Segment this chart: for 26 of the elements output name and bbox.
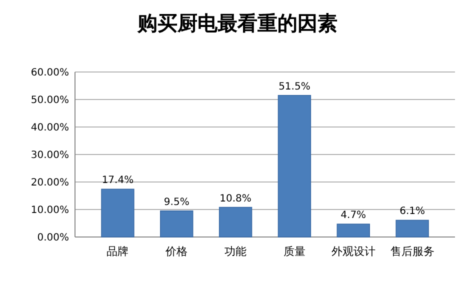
x-tick-label: 外观设计 [331,245,376,258]
bar [396,220,429,238]
chart-title: 购买厨电最看重的因素 [136,11,338,35]
bar [218,206,252,238]
data-label: 6.1% [400,206,425,218]
bar [160,210,194,238]
data-label: 17.4% [102,175,134,186]
data-label: 9.5% [164,196,190,208]
x-tick-label: 功能 [224,245,247,258]
x-tick-label: 质量 [283,245,306,258]
y-tick-label: 50.00% [30,95,69,106]
y-tick-label: 60.00% [30,68,69,78]
y-tick-label: 0.00% [37,232,69,244]
y-tick-label: 10.00% [30,205,69,216]
data-label: 4.7% [340,210,366,222]
y-tick-label: 40.00% [30,122,69,134]
x-tick-label: 品牌 [106,245,129,258]
bar [101,188,134,238]
y-tick-label: 30.00% [30,150,69,161]
x-tick-label: 售后服务 [390,245,434,258]
x-tick-label: 价格 [164,245,188,258]
bar [336,224,370,238]
bar [278,94,312,238]
data-label: 10.8% [220,193,252,204]
data-label: 51.5% [278,81,310,92]
y-tick-label: 20.00% [30,178,69,188]
